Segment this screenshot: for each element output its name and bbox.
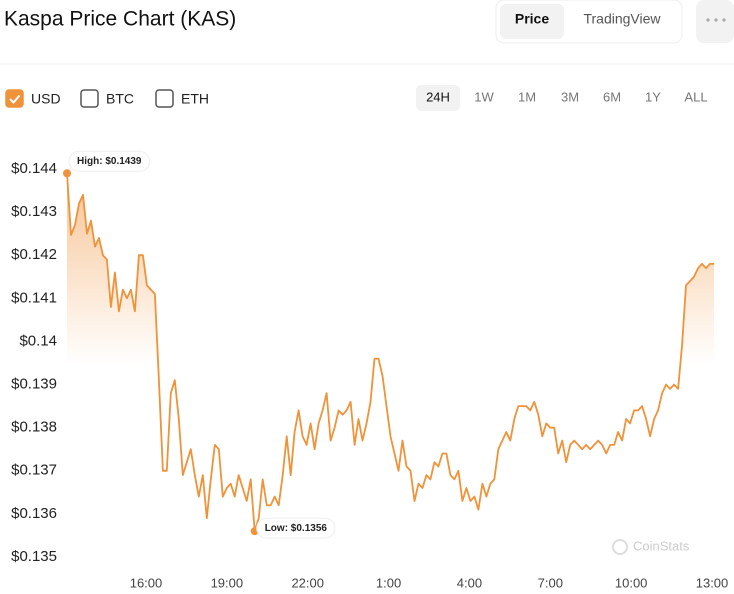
y-tick-label: $0.139 [11, 376, 57, 393]
high-label: High: $0.1439 [77, 156, 142, 167]
dot [706, 18, 710, 22]
low-label-box [256, 517, 336, 539]
y-tick-label: $0.143 [11, 203, 57, 220]
more-button[interactable] [696, 0, 734, 43]
check-icon [9, 94, 21, 104]
dot [714, 18, 718, 22]
y-tick-label: $0.144 [11, 160, 57, 177]
y-tick-label: $0.141 [11, 289, 57, 306]
tab-label[interactable]: TradingView [583, 11, 661, 27]
currency-label[interactable]: BTC [106, 91, 134, 107]
range-label[interactable]: 1Y [645, 89, 661, 104]
x-tick-label: 22:00 [291, 575, 324, 590]
x-tick-label: 10:00 [615, 575, 648, 590]
range-label[interactable]: 1W [474, 89, 494, 104]
checkbox[interactable] [155, 89, 174, 108]
dot [722, 18, 726, 22]
range-label[interactable]: 3M [561, 89, 579, 104]
x-tick-label: 19:00 [211, 575, 244, 590]
x-tick-label: 4:00 [457, 575, 482, 590]
checkbox[interactable] [80, 89, 99, 108]
range-active[interactable] [416, 85, 460, 111]
tab-label[interactable]: Price [515, 11, 549, 27]
area [67, 173, 714, 558]
range-label[interactable]: 1M [518, 89, 536, 104]
range-label[interactable]: ALL [684, 89, 707, 104]
range-label[interactable]: 6M [603, 89, 621, 104]
y-tick-label: $0.136 [11, 505, 57, 522]
range-label[interactable]: 24H [426, 89, 450, 104]
x-tick-label: 13:00 [696, 575, 729, 590]
y-tick-label: $0.14 [19, 332, 57, 349]
currency-label[interactable]: USD [31, 91, 61, 107]
tab-active[interactable] [500, 4, 564, 39]
price-line [66, 173, 714, 532]
high-label-box [68, 150, 150, 172]
low-label: Low: $0.1356 [265, 523, 328, 534]
checkbox[interactable] [5, 89, 24, 108]
y-tick-label: $0.135 [11, 548, 57, 565]
x-tick-label: 16:00 [130, 575, 163, 590]
page-title: Kaspa Price Chart (KAS) [4, 8, 236, 31]
high-marker [63, 169, 71, 178]
y-tick-label: $0.142 [11, 246, 57, 263]
x-tick-label: 1:00 [376, 575, 401, 590]
currency-label[interactable]: ETH [181, 91, 209, 107]
x-tick-label: 7:00 [538, 575, 563, 590]
y-tick-label: $0.138 [11, 419, 57, 436]
y-tick-label: $0.137 [11, 462, 57, 479]
